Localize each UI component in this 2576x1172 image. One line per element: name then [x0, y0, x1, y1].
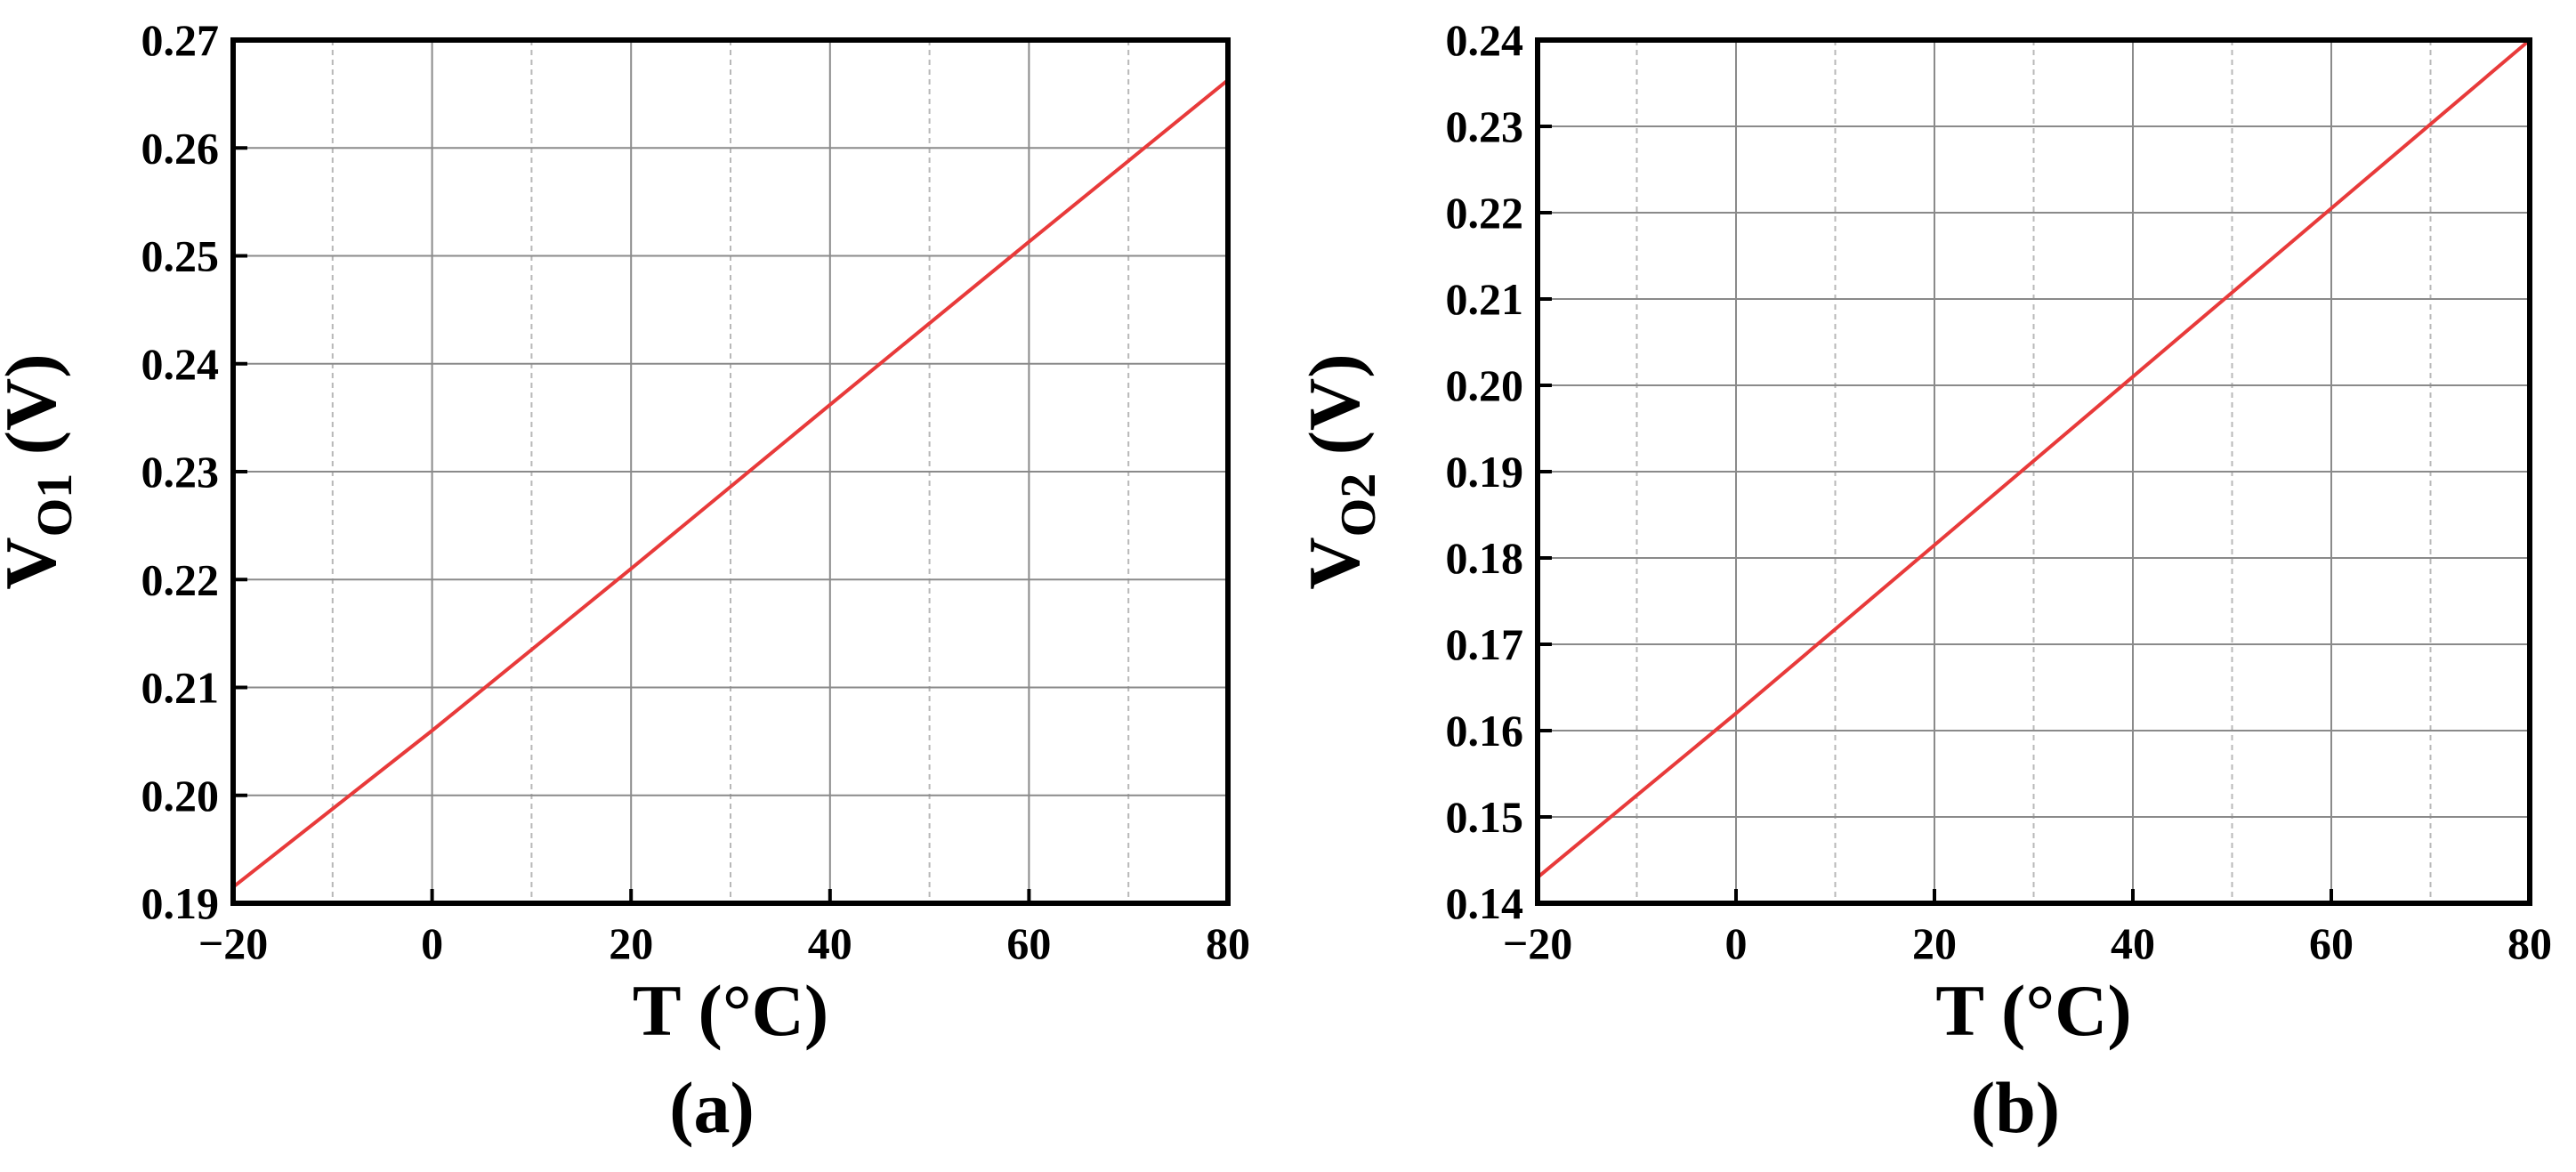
chart-1-y-axis-title-unit: (V): [1294, 353, 1375, 473]
chart-1-y-tick-label: 0.21: [1446, 274, 1524, 324]
chart-0-x-tick-label: 60: [1006, 918, 1051, 968]
chart-1-y-tick-label: 0.15: [1446, 792, 1524, 842]
chart-1-series-line-0: [1536, 38, 2532, 879]
chart-1-y-axis-title: VO2 (V): [1294, 353, 1386, 589]
chart-0-x-axis: −20 0 20 40 60 80: [198, 889, 1250, 968]
chart-0-y-axis-title-base: V: [0, 537, 71, 589]
chart-1-grid: [1537, 39, 2531, 904]
chart-1-y-tick-label: 0.19: [1446, 447, 1524, 497]
chart-1-y-axis: 0.14 0.15 0.16 0.17 0.18 0.19 0.20 0.21 0.22 0.23…: [1446, 15, 1552, 928]
chart-0-y-axis: 0.19 0.20 0.21 0.22 0.23 0.24 0.25 0.26 0.27: [141, 15, 247, 928]
chart-1-x-tick-label: 20: [1912, 918, 1957, 968]
chart-1-x-tick-label: 40: [2111, 918, 2155, 968]
chart-1-y-axis-title-base: V: [1294, 537, 1375, 589]
chart-0-y-axis-title-subscript: O1: [28, 473, 83, 538]
chart-0-y-tick-label: 0.19: [141, 878, 220, 928]
chart-1-y-tick-label: 0.18: [1446, 533, 1524, 583]
chart-0-y-tick-label: 0.26: [141, 123, 220, 173]
chart-1-y-tick-label: 0.17: [1446, 619, 1524, 669]
chart-1-x-tick-label: 80: [2507, 918, 2552, 968]
chart-1-y-tick-label: 0.22: [1446, 188, 1524, 238]
chart-0-y-tick-label: 0.23: [141, 447, 220, 497]
chart-1-y-tick-label: 0.23: [1446, 101, 1524, 151]
chart-1-x-tick-label: −20: [1503, 918, 1573, 968]
chart-0-x-tick-label: −20: [198, 918, 269, 968]
chart-0-y-tick-label: 0.22: [141, 554, 220, 604]
chart-1-y-tick-label: 0.14: [1446, 878, 1524, 928]
chart-0-series-line-0: [231, 78, 1230, 889]
chart-0-grid: [232, 39, 1229, 904]
chart-1-x-axis-title: T (°C): [1935, 970, 2131, 1051]
chart-1-y-tick-label: 0.24: [1446, 15, 1524, 65]
chart-0-x-tick-label: 20: [609, 918, 653, 968]
chart-0-y-axis-title: VO1 (V): [0, 353, 83, 589]
chart-1-panel-label: (b): [1971, 1067, 2060, 1148]
chart-1-y-tick-label: 0.20: [1446, 360, 1524, 410]
chart-1-y-axis-title-subscript: O2: [1331, 473, 1386, 538]
chart-1-y-tick-label: 0.16: [1446, 706, 1524, 756]
chart-0-y-tick-label: 0.25: [141, 231, 220, 281]
chart-0-y-tick-label: 0.20: [141, 771, 220, 820]
chart-0-x-tick-label: 80: [1206, 918, 1250, 968]
chart-0-x-tick-label: 0: [421, 918, 443, 968]
chart-0-panel-label: (a): [669, 1067, 755, 1148]
chart-1-x-tick-label: 60: [2309, 918, 2354, 968]
chart-0-y-tick-label: 0.21: [141, 663, 220, 713]
chart-0-y-tick-label: 0.27: [141, 15, 220, 65]
chart-panel-b: −20 0 20 40 60 80 0.14 0.15 0.16 0.17 0.18 0.19 0.20…: [1294, 15, 2552, 1148]
chart-0-y-tick-label: 0.24: [141, 339, 220, 389]
chart-0-x-axis-title: T (°C): [633, 970, 828, 1051]
chart-panel-a: −20 0 20 40 60 80 0.19 0.20 0.21 0.22 0.23 0.24 0.25…: [0, 15, 1250, 1148]
chart-0-x-tick-label: 40: [808, 918, 852, 968]
chart-1-x-tick-label: 0: [1725, 918, 1748, 968]
chart-1-x-axis: −20 0 20 40 60 80: [1503, 889, 2552, 968]
chart-0-y-axis-title-unit: (V): [0, 353, 71, 473]
